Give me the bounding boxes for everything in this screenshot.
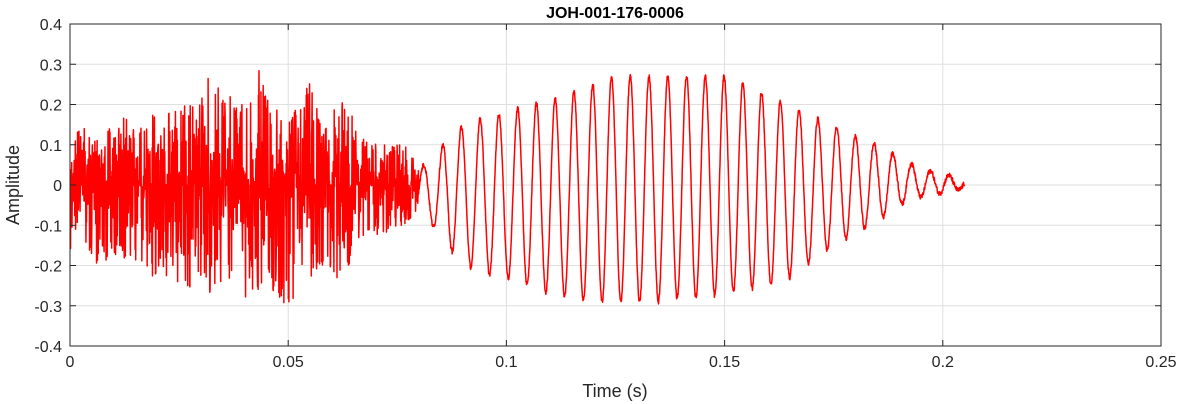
- y-tick-label: 0.3: [40, 57, 62, 74]
- y-tick-label: -0.4: [34, 339, 62, 356]
- y-tick-label: 0.4: [40, 17, 62, 34]
- x-tick-label: 0.15: [709, 354, 740, 371]
- y-tick-label: -0.1: [34, 218, 62, 235]
- x-tick-label: 0.25: [1145, 354, 1176, 371]
- x-tick-label: 0.05: [273, 354, 304, 371]
- y-tick-label: 0.1: [40, 138, 62, 155]
- x-tick-label: 0.1: [495, 354, 517, 371]
- x-axis-label: Time (s): [582, 381, 647, 401]
- y-tick-label: 0.2: [40, 98, 62, 115]
- y-tick-label: -0.2: [34, 259, 62, 276]
- chart-title: JOH-001-176-0006: [546, 5, 684, 22]
- x-tick-label: 0: [66, 354, 75, 371]
- axis-ticks: [69, 23, 1162, 347]
- y-axis-label: Amplitude: [3, 145, 23, 225]
- y-tick-label: -0.3: [34, 299, 62, 316]
- x-tick-labels: 0 0.05 0.1 0.15 0.2 0.25: [66, 354, 1177, 371]
- signal-line: [70, 70, 966, 305]
- y-tick-labels: -0.4 -0.3 -0.2 -0.1 0 0.1 0.2 0.3 0.4: [34, 17, 62, 356]
- x-tick-label: 0.2: [932, 354, 954, 371]
- y-tick-label: 0: [53, 178, 62, 195]
